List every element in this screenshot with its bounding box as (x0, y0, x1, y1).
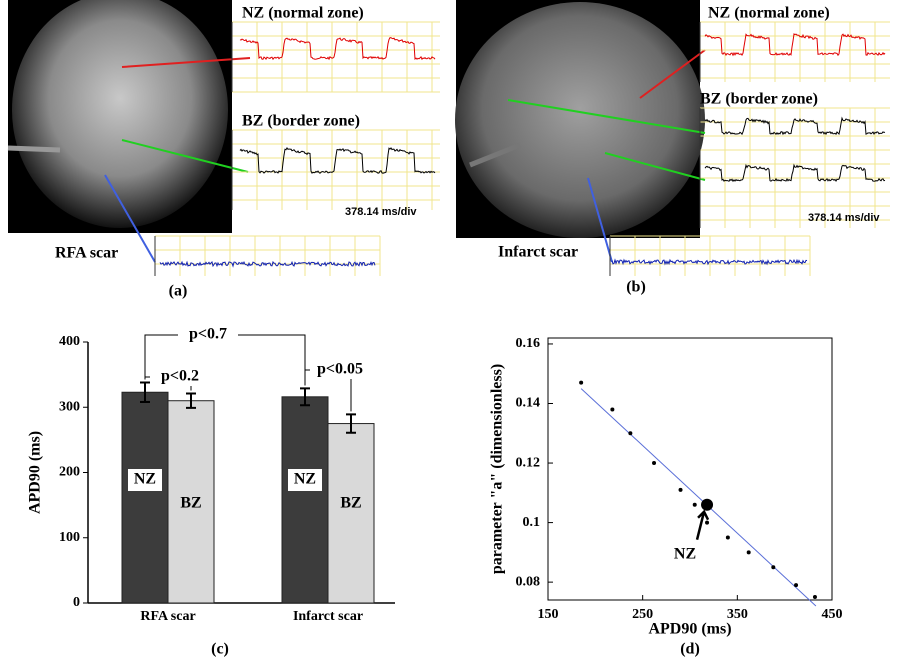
point (579, 380, 584, 385)
panel-label: (a) (169, 283, 188, 300)
bar (167, 400, 215, 604)
trace (704, 116, 886, 136)
trace (239, 146, 436, 174)
x-axis-label: APD90 (ms) (648, 621, 731, 638)
x-tick-label: 250 (632, 607, 653, 622)
y-tick-label: 0.14 (516, 396, 541, 411)
panel-label: (d) (680, 641, 700, 658)
point (652, 461, 657, 466)
series-label: NZ (294, 471, 316, 488)
connector (639, 49, 706, 99)
plot-frame (547, 337, 833, 601)
point (771, 565, 776, 570)
bz-label: BZ (border zone) (700, 91, 818, 108)
annotation: p<0.05 (317, 361, 363, 378)
trace (239, 37, 436, 61)
nz-label: NZ (normal zone) (708, 5, 830, 22)
trace (159, 260, 376, 268)
y-axis-label: APD90 (ms) (27, 431, 44, 514)
bar (327, 423, 375, 604)
point (794, 583, 799, 588)
heart-shape (12, 0, 228, 228)
y-tick-label: 100 (59, 530, 80, 545)
series-label-bg (128, 469, 162, 491)
annotation-bg (178, 326, 238, 344)
panel-label: (c) (211, 641, 229, 658)
scale-label: 378.14 ms/div (808, 212, 880, 224)
annotation: p<0.2 (161, 368, 199, 385)
trace (704, 33, 886, 57)
point (628, 431, 633, 436)
x-tick-label: 150 (538, 607, 559, 622)
x-tick-label: RFA scar (140, 609, 195, 624)
series-label: BZ (340, 495, 361, 512)
highlight-label: NZ (674, 545, 696, 562)
series-label: BZ (180, 495, 201, 512)
highlight-point (701, 498, 714, 511)
connector (121, 139, 249, 173)
trace (704, 163, 886, 183)
point (746, 550, 751, 555)
y-axis-label: parameter "a" (dimensionless) (489, 364, 506, 574)
error-bar (346, 413, 356, 434)
fit-line (580, 388, 817, 607)
scar-label: RFA scar (55, 245, 118, 262)
connector (104, 174, 156, 263)
point (725, 535, 730, 540)
error-bar (300, 387, 310, 407)
y-tick-label: 0.12 (516, 455, 541, 470)
x-tick-label: 350 (727, 607, 748, 622)
annotation-bg (150, 368, 210, 386)
electrode (469, 142, 521, 168)
electrode (7, 145, 61, 153)
error-bar (140, 381, 150, 404)
connector (587, 177, 613, 263)
bz-label: BZ (border zone) (242, 113, 360, 130)
error-bar (186, 392, 196, 409)
annotation: p<0.7 (189, 326, 227, 343)
y-tick-label: 0.08 (516, 574, 541, 589)
y-tick-label: 300 (59, 399, 80, 414)
point (692, 502, 697, 507)
point (610, 407, 615, 412)
series-label: NZ (134, 471, 156, 488)
connector (604, 152, 706, 181)
series-label-bg (288, 469, 322, 491)
y-tick-label: 200 (59, 465, 80, 480)
connector (121, 57, 251, 68)
point (678, 487, 683, 492)
heart-shape (455, 2, 705, 238)
bar (281, 396, 329, 604)
nz-label: NZ (normal zone) (242, 5, 364, 22)
point (812, 595, 817, 600)
scar-label: Infarct scar (498, 244, 578, 261)
x-tick-label: Infarct scar (293, 609, 363, 624)
connector (507, 99, 706, 134)
scale-label: 378.14 ms/div (345, 206, 417, 218)
bar (121, 391, 169, 604)
y-tick-label: 0 (73, 595, 80, 610)
traces (154, 21, 890, 276)
annotation-bg (310, 361, 370, 379)
y-tick-label: 400 (59, 334, 80, 349)
arrow (695, 509, 710, 541)
y-tick-label: 0.1 (523, 515, 541, 530)
trace (611, 258, 808, 266)
y-tick-label: 0.16 (516, 336, 541, 351)
panel-label: (b) (626, 279, 646, 296)
x-tick-label: 450 (822, 607, 843, 622)
point (705, 520, 710, 525)
